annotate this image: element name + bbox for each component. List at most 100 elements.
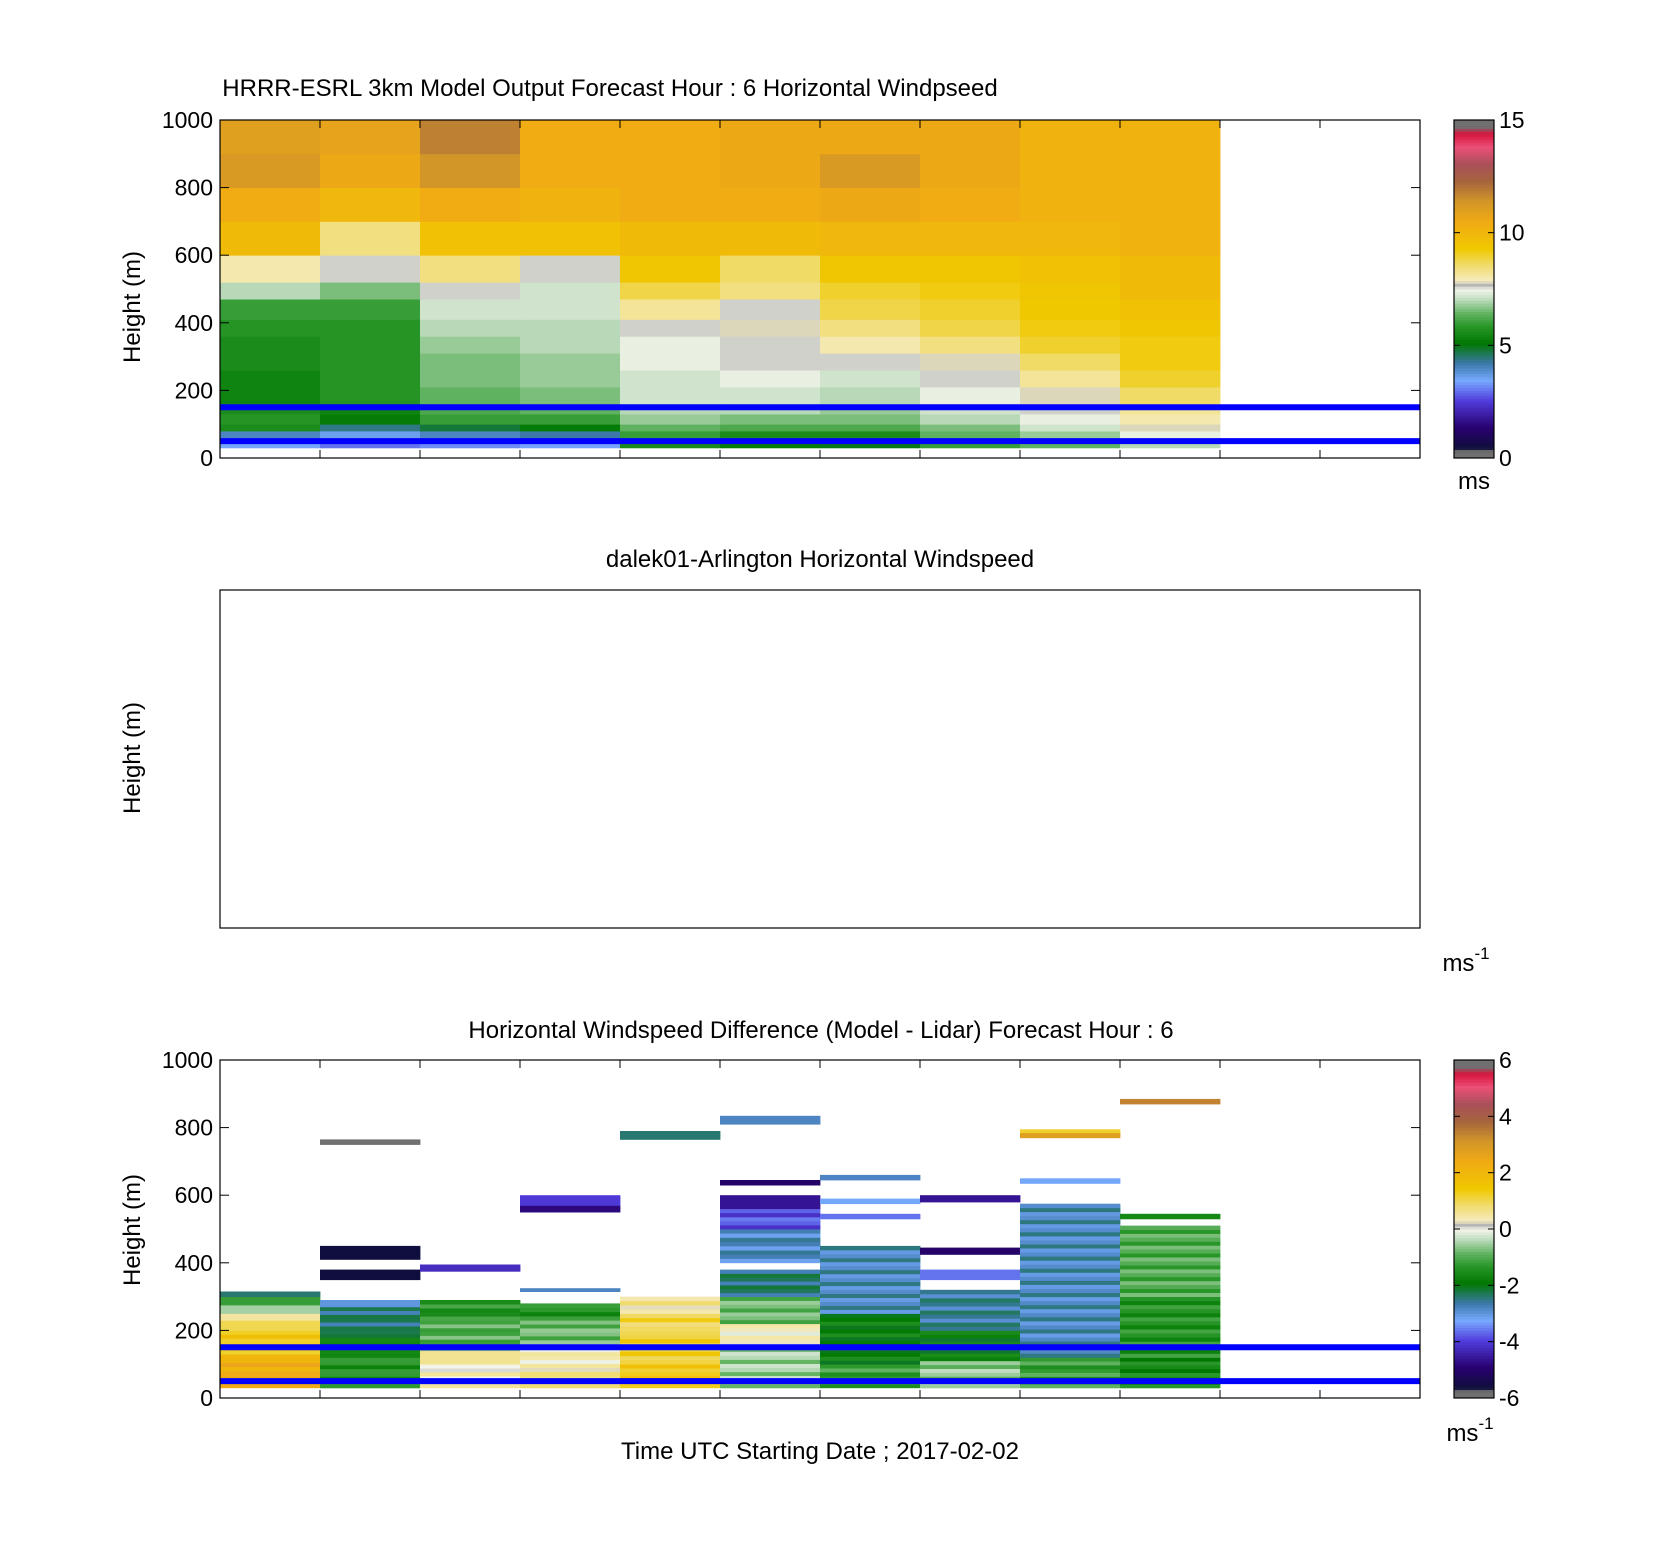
heatmap-cell: [1020, 1284, 1121, 1289]
colorbar-segment: [1454, 283, 1494, 287]
heatmap-cell: [420, 120, 521, 155]
heatmap-cell: [720, 1254, 821, 1259]
heatmap-cell: [1020, 353, 1121, 371]
heatmap-cell: [720, 1300, 821, 1305]
heatmap-cell: [620, 424, 721, 432]
heatmap-cell: [1020, 1260, 1121, 1265]
colorbar-segment: [1454, 156, 1494, 160]
heatmap-cell: [1020, 299, 1121, 320]
heatmap-cell: [820, 1297, 921, 1302]
colorbar-segment: [1454, 1262, 1494, 1267]
colorbar-segment: [1454, 331, 1494, 335]
heatmap-cell: [1120, 299, 1221, 320]
heatmap-cell: [920, 120, 1021, 155]
heatmap-cell: [520, 1303, 621, 1308]
colorbar-segment: [1454, 210, 1494, 214]
colorbar-segment: [1454, 1276, 1494, 1281]
colorbar: 0 5 10 15: [1453, 107, 1525, 471]
heatmap-cell: [220, 120, 321, 155]
y-tick-label: 800: [175, 175, 213, 201]
heatmap-cell: [320, 1384, 421, 1389]
colorbar-segment: [1454, 353, 1494, 358]
heatmap-cell: [920, 1341, 1021, 1346]
colorbar-segment: [1454, 1372, 1494, 1376]
heatmap-cell: [520, 120, 621, 155]
heatmap-cell: [520, 1367, 621, 1373]
heatmap-cell: [820, 299, 921, 320]
colorbar-segment: [1454, 365, 1494, 369]
colorbar-segment: [1454, 1172, 1494, 1176]
heatmap-cell: [1020, 1349, 1121, 1354]
heatmap-cell: [820, 1317, 921, 1322]
heatmap-cell: [520, 414, 621, 425]
heatmap-cell: [1020, 187, 1121, 222]
heatmap-cell: [520, 387, 621, 405]
heatmap-cell: [420, 282, 521, 300]
colorbar-segment: [1454, 311, 1494, 315]
heatmap-cell: [1020, 221, 1121, 256]
heatmap-cell: [320, 1329, 421, 1335]
heatmap-cell: [820, 221, 921, 256]
heatmap-cell: [1020, 387, 1121, 405]
heatmap-cell: [1120, 1341, 1221, 1346]
colorbar-segment: [1454, 314, 1494, 318]
heatmap-cell: [620, 319, 721, 337]
colorbar-segment: [1454, 1121, 1494, 1126]
heatmap-cell: [720, 1288, 821, 1294]
heatmap-cell: [1120, 1312, 1221, 1318]
heatmap-cell: [920, 1368, 1021, 1373]
heatmap-cell: [320, 1349, 421, 1354]
heatmap-cell: [820, 1360, 921, 1365]
colorbar-segment: [1454, 289, 1494, 293]
colorbar-segment: [1454, 421, 1494, 425]
heatmap-cell: [820, 1305, 921, 1310]
heatmap-cell: [620, 1309, 721, 1314]
heatmap-cell: [1020, 1308, 1121, 1314]
colorbar-segment: [1454, 1082, 1494, 1086]
heatmap-cell: [220, 1362, 321, 1368]
colorbar-segment: [1454, 196, 1494, 200]
colorbar-segment: [1454, 1130, 1494, 1134]
heatmap-cell: [420, 424, 521, 432]
heatmap-cell: [1120, 1245, 1221, 1250]
heatmap-cell: [1020, 1132, 1121, 1139]
colorbar-segment: [1454, 1327, 1494, 1331]
heatmap-cell: [1020, 1129, 1121, 1134]
heatmap-cell: [1120, 1284, 1221, 1290]
heatmap-cell: [1020, 1384, 1121, 1389]
heatmap-cell: [720, 1220, 821, 1226]
heatmap-cell: [320, 387, 421, 405]
heatmap-cell: [1120, 336, 1221, 354]
heatmap-cell: [220, 414, 321, 425]
heatmap-cell: [620, 1383, 721, 1389]
colorbar-segment: [1454, 449, 1494, 453]
heatmap-cell: [1120, 1276, 1221, 1282]
colorbar-segment: [1454, 373, 1494, 377]
colorbar-segment: [1454, 1200, 1494, 1205]
colorbar-segment: [1454, 1189, 1494, 1193]
heatmap-cell: [1120, 221, 1221, 256]
y-tick-label: 400: [175, 310, 213, 336]
heatmap-cell: [1020, 255, 1121, 283]
heatmap-cell: [320, 336, 421, 354]
heatmap-cell: [520, 424, 621, 432]
colorbar-segment: [1454, 427, 1494, 431]
colorbar-segment: [1454, 1257, 1494, 1261]
colorbar-segment: [1454, 1361, 1494, 1365]
colorbar-segment: [1454, 1124, 1494, 1129]
colorbar-segment: [1454, 291, 1494, 296]
heatmap-cell: [720, 1229, 821, 1234]
colorbar-segment: [1454, 1392, 1494, 1396]
heatmap-cell: [620, 153, 721, 188]
heatmap-cell: [720, 1204, 821, 1210]
colorbar-tick-label: 10: [1499, 220, 1525, 246]
heatmap-cell: [720, 1335, 821, 1340]
heatmap-cell: [420, 1264, 521, 1269]
heatmap-cell: [520, 353, 621, 371]
colorbar-segment: [1454, 1214, 1494, 1219]
heatmap-cell: [920, 1306, 1021, 1311]
heatmap-cell: [1020, 1337, 1121, 1342]
colorbar-segment: [1454, 438, 1494, 442]
colorbar-segment: [1454, 1212, 1494, 1216]
colorbar-segment: [1454, 184, 1494, 189]
